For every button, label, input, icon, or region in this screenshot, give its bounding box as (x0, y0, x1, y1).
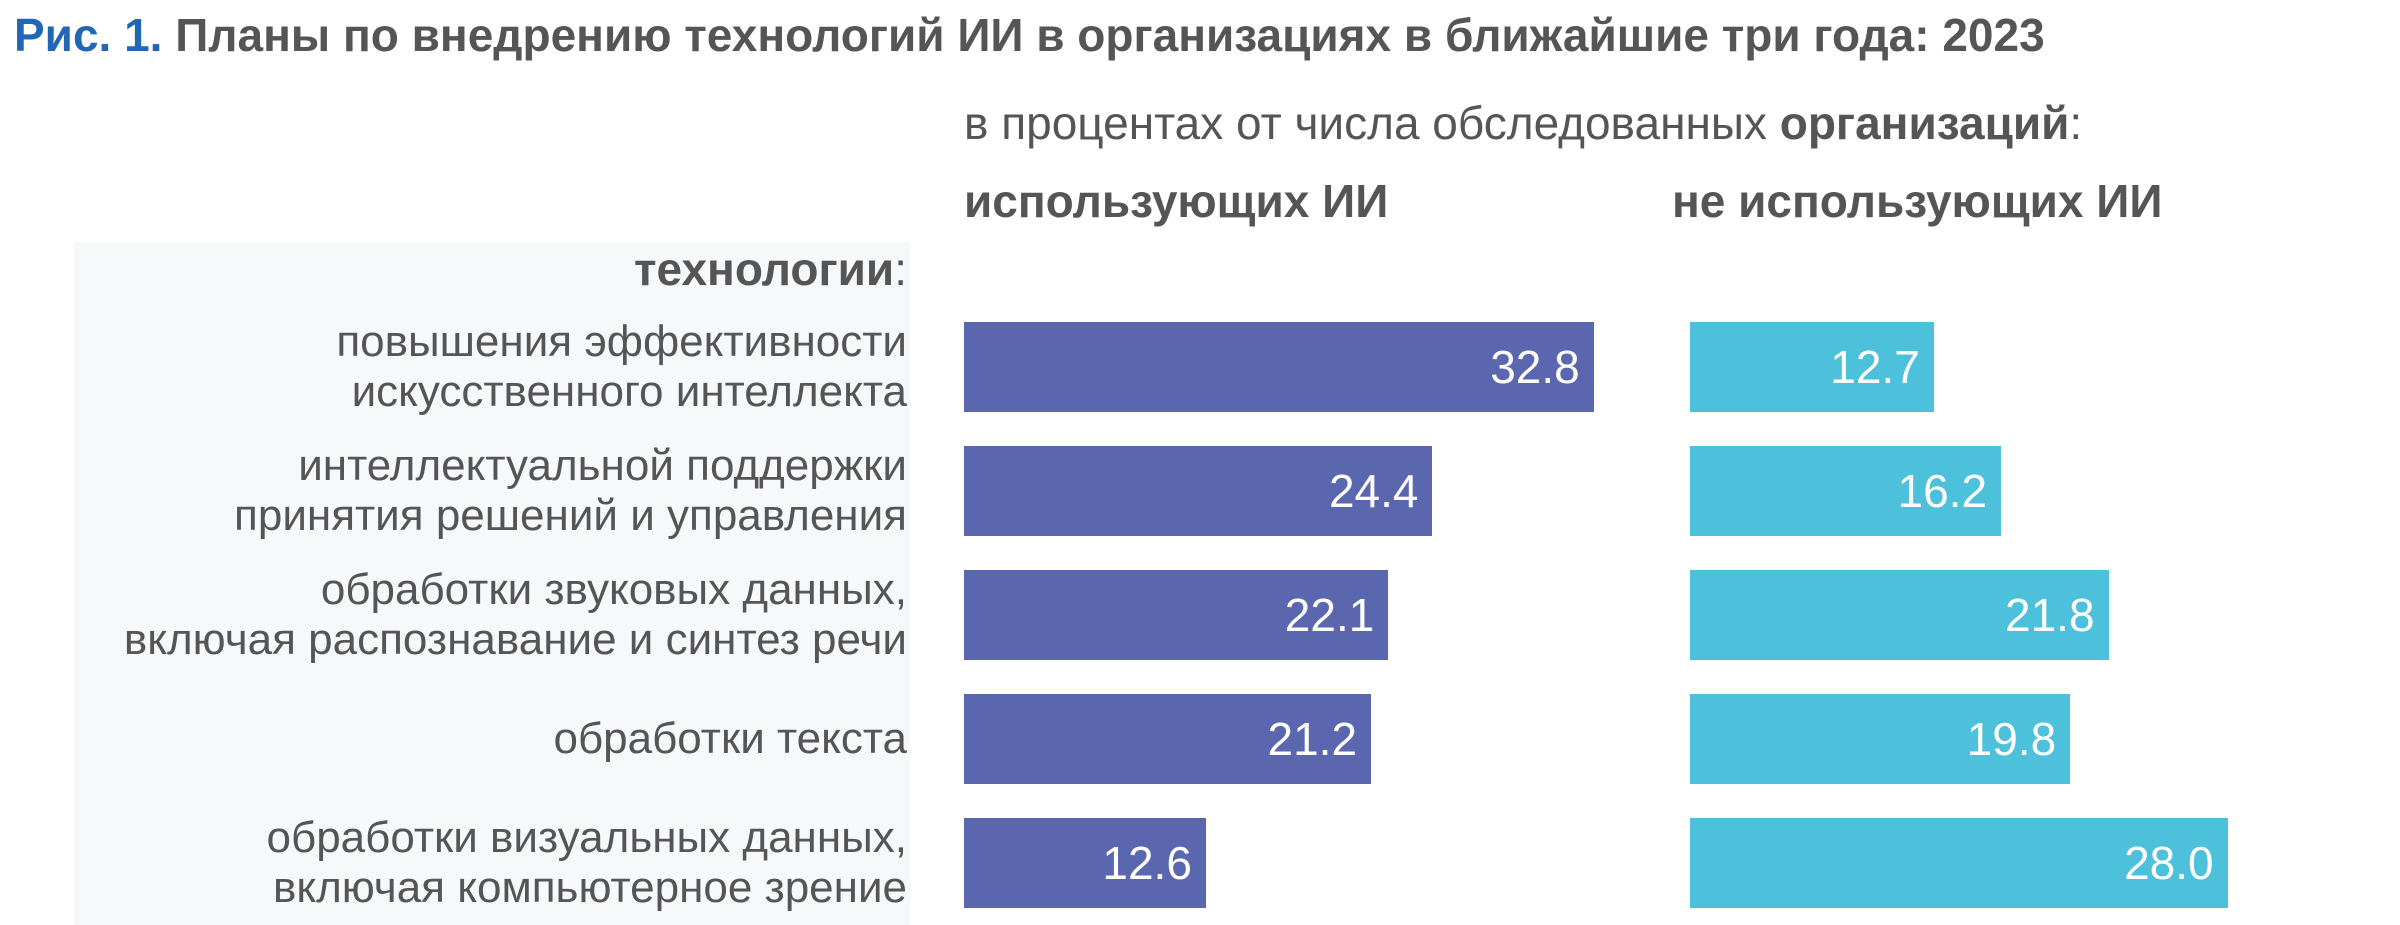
bar-using-ai (964, 570, 1389, 660)
figure-number: Рис. 1. (14, 9, 163, 61)
category-label: обработки визуальных данных, включая комп… (7, 813, 907, 913)
category-axis-header-suffix: : (894, 243, 907, 295)
category-label: интеллектуальной поддержки принятия решен… (7, 441, 907, 541)
category-label-line: обработки звуковых данных, (320, 565, 907, 614)
bar-value-not-using-ai: 19.8 (1966, 713, 2057, 765)
category-label: обработки текста (7, 714, 907, 764)
bar-using-ai (964, 322, 1594, 412)
category-label-line: принятия решений и управления (234, 491, 907, 540)
bar-not-using-ai (1690, 818, 2228, 908)
bar-value-not-using-ai: 28.0 (2124, 837, 2214, 889)
bar-not-using-ai (1690, 446, 2002, 536)
bar-using-ai (964, 694, 1372, 784)
category-label-line: повышения эффективности (336, 317, 907, 366)
subtitle-suffix: : (2069, 97, 2083, 149)
bar-not-using-ai (1690, 322, 1934, 412)
category-label-line: искусственного интеллекта (351, 367, 907, 416)
bar-value-not-using-ai: 12.7 (1830, 341, 1920, 393)
category-label-line: интеллектуальной поддержки (298, 441, 907, 490)
bar-value-using-ai: 22.1 (1284, 589, 1375, 641)
title-text: Планы по внедрению технологий ИИ в орган… (162, 9, 2045, 61)
category-label: обработки звуковых данных, включая распоз… (7, 565, 907, 665)
series-header-using-ai: использующих ИИ (964, 175, 1389, 227)
chart-title: Рис. 1. Планы по внедрению технологий ИИ… (14, 8, 2045, 63)
chart-subtitle: в процентах от числа обследованных орган… (964, 96, 2082, 151)
subtitle-prefix: в процентах от числа обследованных (964, 97, 1780, 149)
category-axis-header: технологии: (634, 242, 907, 297)
bar-using-ai (964, 446, 1433, 536)
bar-not-using-ai (1690, 570, 2109, 660)
category-label-line: включая компьютерное зрение (272, 863, 907, 912)
bar-value-using-ai: 32.8 (1490, 341, 1580, 393)
category-label-panel (74, 242, 910, 925)
category-label-line: обработки текста (553, 714, 907, 763)
bar-value-using-ai: 24.4 (1328, 465, 1419, 517)
bar-value-not-using-ai: 21.8 (2005, 589, 2095, 641)
category-axis-header-bold: технологии (633, 243, 895, 295)
category-label: повышения эффективности искусственного ин… (7, 317, 907, 417)
bar-using-ai (964, 818, 1206, 908)
subtitle-bold: организаций (1779, 97, 2070, 149)
bar-value-not-using-ai: 16.2 (1897, 465, 1988, 517)
category-label-line: включая распознавание и синтез речи (123, 615, 907, 664)
bar-not-using-ai (1690, 694, 2071, 784)
category-label-line: обработки визуальных данных, (266, 813, 907, 862)
bar-value-using-ai: 12.6 (1102, 837, 1192, 889)
series-header-not-using-ai: не использующих ИИ (1672, 175, 2163, 227)
bar-value-using-ai: 21.2 (1267, 713, 1358, 765)
